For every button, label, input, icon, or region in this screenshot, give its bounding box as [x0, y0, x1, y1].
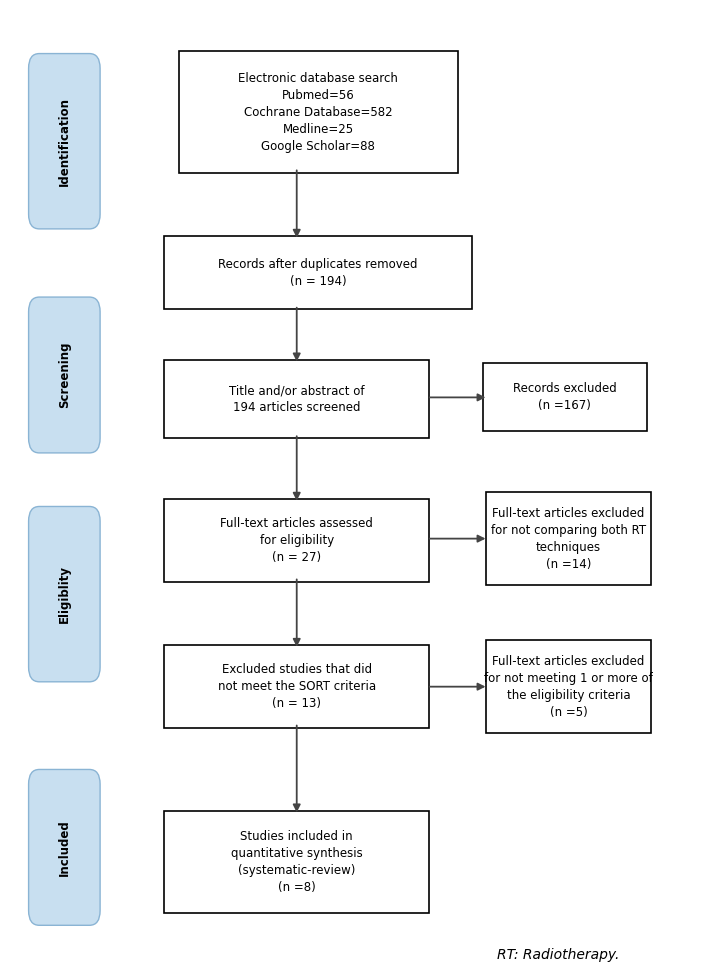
Text: Identification: Identification — [58, 96, 71, 186]
Text: Full-text articles excluded
for not comparing both RT
techniques
(n =14): Full-text articles excluded for not comp… — [491, 506, 646, 571]
FancyBboxPatch shape — [179, 51, 458, 173]
Text: RT: Radiotherapy.: RT: Radiotherapy. — [496, 948, 619, 961]
Text: Eligiblity: Eligiblity — [58, 565, 71, 623]
FancyBboxPatch shape — [29, 506, 100, 682]
Text: Title and/or abstract of
194 articles screened: Title and/or abstract of 194 articles sc… — [229, 385, 365, 414]
FancyBboxPatch shape — [486, 641, 651, 732]
Text: Records excluded
(n =167): Records excluded (n =167) — [513, 383, 617, 412]
Text: Electronic database search
Pubmed=56
Cochrane Database=582
Medline=25
Google Sch: Electronic database search Pubmed=56 Coc… — [238, 71, 398, 153]
Text: Screening: Screening — [58, 342, 71, 408]
Text: Excluded studies that did
not meet the SORT criteria
(n = 13): Excluded studies that did not meet the S… — [217, 663, 376, 710]
FancyBboxPatch shape — [29, 297, 100, 453]
Text: Studies included in
quantitative synthesis
(systematic-review)
(n =8): Studies included in quantitative synthes… — [231, 830, 363, 894]
Text: Full-text articles assessed
for eligibility
(n = 27): Full-text articles assessed for eligibil… — [220, 517, 373, 564]
FancyBboxPatch shape — [164, 237, 472, 310]
Text: Records after duplicates removed
(n = 194): Records after duplicates removed (n = 19… — [218, 258, 418, 287]
FancyBboxPatch shape — [483, 363, 647, 431]
FancyBboxPatch shape — [486, 492, 651, 584]
FancyBboxPatch shape — [164, 645, 429, 729]
FancyBboxPatch shape — [164, 360, 429, 438]
Text: Included: Included — [58, 819, 71, 876]
Text: Full-text articles excluded
for not meeting 1 or more of
the eligibility criteri: Full-text articles excluded for not meet… — [484, 655, 653, 719]
FancyBboxPatch shape — [164, 810, 429, 914]
FancyBboxPatch shape — [29, 769, 100, 925]
FancyBboxPatch shape — [164, 499, 429, 581]
FancyBboxPatch shape — [29, 54, 100, 229]
